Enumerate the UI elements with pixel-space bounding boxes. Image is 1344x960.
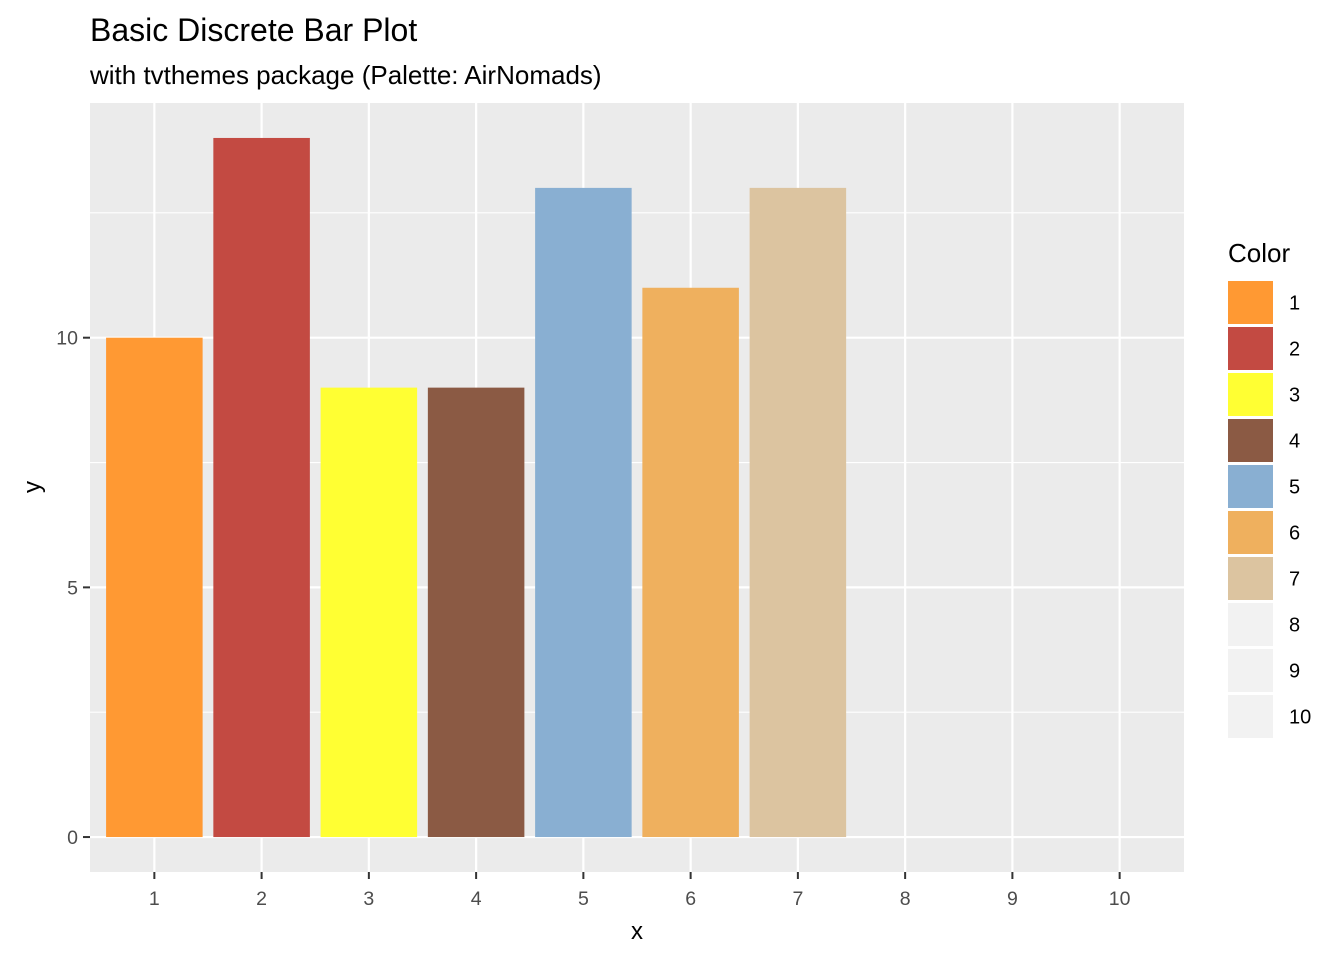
y-tick-label: 10 (56, 328, 78, 350)
x-tick-label: 8 (900, 888, 911, 910)
bar-7 (749, 187, 847, 838)
legend-label-5: 5 (1289, 477, 1300, 499)
legend-key-5 (1228, 465, 1273, 508)
legend-key-9 (1228, 649, 1273, 692)
legend-key-10 (1228, 695, 1273, 738)
legend-title: Color (1228, 238, 1290, 268)
bar-2 (213, 137, 310, 838)
legend-key-8 (1228, 603, 1273, 646)
legend-label-2: 2 (1289, 339, 1300, 361)
legend-key-7 (1228, 557, 1273, 600)
legend-label-8: 8 (1289, 615, 1300, 637)
legend-key-1 (1228, 281, 1273, 324)
chart-subtitle: with tvthemes package (Palette: AirNomad… (89, 60, 602, 90)
x-tick-label: 2 (256, 888, 267, 910)
legend-label-7: 7 (1289, 569, 1300, 591)
legend-key-6 (1228, 511, 1273, 554)
y-axis-title: y (19, 481, 46, 493)
legend: Color 1 2 3 4 5 6 7 8 9 10 (1228, 238, 1311, 738)
chart-title: Basic Discrete Bar Plot (90, 12, 417, 48)
x-tick-label: 4 (471, 888, 482, 910)
x-tick-label: 1 (149, 888, 160, 910)
legend-label-4: 4 (1289, 431, 1300, 453)
legend-label-3: 3 (1289, 385, 1300, 407)
bar-1 (106, 337, 203, 838)
x-tick-label: 6 (685, 888, 696, 910)
x-tick-label: 3 (363, 888, 374, 910)
x-axis-title: x (631, 918, 643, 945)
bar-3 (320, 387, 418, 838)
x-tick-label: 7 (792, 888, 803, 910)
bars (106, 137, 847, 838)
legend-label-9: 9 (1289, 661, 1300, 683)
legend-key-2 (1228, 327, 1273, 370)
legend-label-1: 1 (1289, 293, 1300, 315)
x-tick-label: 9 (1007, 888, 1018, 910)
legend-key-4 (1228, 419, 1273, 462)
legend-label-6: 6 (1289, 523, 1300, 545)
y-axis: 0 5 10 (56, 328, 90, 849)
bar-4 (427, 387, 525, 838)
legend-label-10: 10 (1289, 707, 1311, 729)
y-tick-label: 5 (67, 577, 78, 599)
x-tick-label: 5 (578, 888, 589, 910)
bar-5 (535, 187, 632, 838)
x-axis: 1 2 3 4 5 6 7 8 9 10 (149, 872, 1131, 910)
bar-6 (642, 287, 739, 838)
y-tick-label: 0 (67, 827, 78, 849)
legend-key-3 (1228, 373, 1273, 416)
x-tick-label: 10 (1109, 888, 1131, 910)
